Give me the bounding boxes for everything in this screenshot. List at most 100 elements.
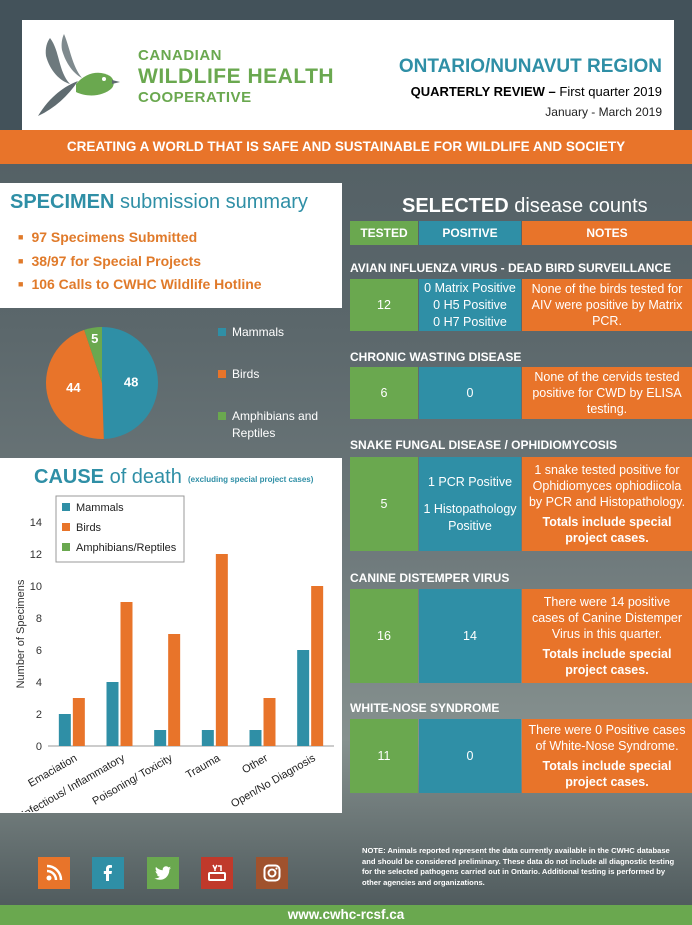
cause-of-death: CAUSE of death (excluding special projec… — [0, 458, 342, 813]
note-text: 1 snake tested positive for Ophidiomyces… — [528, 463, 686, 509]
tested-count: 12 — [350, 279, 418, 331]
x-tick-label: Open/No Diagnosis — [229, 752, 318, 810]
bar-birds — [215, 554, 228, 746]
instagram-icon[interactable] — [256, 857, 288, 889]
disease-note: There were 14 positive cases of Canine D… — [522, 589, 692, 683]
pie-legend-item: Amphibians and Reptiles — [218, 408, 348, 442]
list-item: 97 Specimens Submitted — [18, 227, 262, 251]
bar-birds — [263, 698, 276, 746]
youtube-icon[interactable] — [201, 857, 233, 889]
positive-line: 14 — [463, 628, 477, 643]
positive-line: 1 Histopathology Positive — [423, 501, 517, 533]
disease-name: CHRONIC WASTING DISEASE — [350, 350, 522, 364]
bar-mammals — [201, 730, 214, 746]
note-text: None of the birds tested for AIV were po… — [531, 282, 683, 328]
bar-birds — [120, 602, 133, 746]
legend-swatch — [218, 370, 226, 378]
x-tick-label: Other — [240, 752, 270, 776]
disease-name: WHITE-NOSE SYNDROME — [350, 701, 500, 715]
review-rest: First quarter 2019 — [555, 84, 662, 99]
tested-count: 6 — [350, 367, 418, 419]
positive-line: 0 — [466, 748, 474, 763]
bar-birds — [311, 586, 324, 746]
pie-slice-mammals — [102, 327, 159, 439]
y-tick-label: 12 — [30, 549, 42, 561]
cause-title-rest: of death — [104, 466, 182, 488]
blog-icon[interactable] — [38, 857, 70, 889]
bar-birds — [72, 698, 85, 746]
selected-title-bold: SELECTED — [402, 195, 509, 217]
header-positive: POSITIVE — [419, 221, 521, 245]
positive-line: 0 H5 Positive — [433, 297, 507, 312]
tested-count: 16 — [350, 589, 418, 683]
positive-line: 0 H7 Positive — [433, 314, 507, 329]
note-text: None of the cervids tested positive for … — [532, 370, 682, 416]
specimen-title-rest: submission summary — [114, 191, 308, 213]
legend-label: Birds — [232, 367, 260, 381]
specimen-title-bold: SPECIMEN — [10, 191, 115, 213]
disease-name: AVIAN INFLUENZA VIRUS - DEAD BIRD SURVEI… — [350, 261, 672, 275]
pie-slice-amphibians-and-reptiles — [84, 327, 102, 383]
y-tick-label: 8 — [36, 613, 42, 625]
positive-count: 0 — [419, 719, 521, 793]
x-tick-label: Poisoning/ Toxicity — [90, 752, 175, 808]
bar-mammals — [106, 682, 119, 746]
cause-title-bold: CAUSE — [34, 466, 105, 488]
twitter-icon[interactable] — [147, 857, 179, 889]
pie-chart: 48 44 5 — [45, 327, 159, 439]
note-text: There were 14 positive cases of Canine D… — [531, 595, 683, 641]
pie-slice-birds — [45, 329, 104, 439]
positive-count: 0 — [419, 367, 521, 419]
y-tick-label: 6 — [36, 645, 42, 657]
disease-name: CANINE DISTEMPER VIRUS — [350, 571, 510, 585]
y-tick-label: 4 — [36, 677, 42, 689]
list-item: 106 Calls to CWHC Wildlife Hotline — [18, 274, 261, 298]
specimen-summary: SPECIMEN submission summary 97 Specimens… — [0, 183, 342, 308]
note-bold-text: Totals include special project cases. — [542, 515, 672, 545]
disease-note: There were 0 Positive cases of White-Nos… — [522, 719, 692, 793]
note-text: There were 0 Positive cases of White-Nos… — [528, 723, 686, 753]
disease-note: None of the cervids tested positive for … — [522, 367, 692, 419]
y-axis-label: Number of Specimens — [15, 579, 27, 688]
note-bold-text: Totals include special project cases. — [542, 647, 672, 677]
tested-count: 5 — [350, 457, 418, 551]
legend-label: Birds — [76, 522, 102, 534]
positive-count: 1 PCR Positive 1 Histopathology Positive — [419, 457, 521, 551]
mission-banner: CREATING A WORLD THAT IS SAFE AND SUSTAI… — [0, 130, 692, 164]
selected-title: SELECTED disease counts — [402, 195, 648, 218]
x-tick-label: Trauma — [184, 752, 223, 782]
legend-swatch — [62, 503, 70, 511]
positive-line: 1 PCR Positive — [427, 474, 513, 489]
disease-name: SNAKE FUNGAL DISEASE / OPHIDIOMYCOSIS — [350, 438, 618, 452]
note-bold-text: Totals include special project cases. — [542, 759, 672, 789]
bar-mammals — [154, 730, 167, 746]
bar-mammals — [249, 730, 262, 746]
list-item: 38/97 for Special Projects — [18, 251, 262, 275]
pie-chart-area: 48 44 5 Mammals Birds Amphibians and Repti… — [0, 308, 342, 458]
logo-line-1: CANADIAN — [138, 47, 222, 64]
tested-count: 11 — [350, 719, 418, 793]
y-tick-label: 10 — [30, 581, 42, 593]
bar-mammals — [58, 714, 71, 746]
pie-data-label: 48 — [124, 375, 138, 390]
cause-title: CAUSE of death — [34, 466, 182, 489]
disease-note: 1 snake tested positive for Ophidiomyces… — [522, 457, 692, 551]
logo-line-3: COOPERATIVE — [138, 89, 252, 106]
legend-swatch — [218, 328, 226, 336]
selected-disease-counts: SELECTED disease counts TESTED POSITIVE … — [342, 183, 692, 883]
specimen-title: SPECIMEN submission summary — [10, 191, 308, 214]
positive-count: 14 — [419, 589, 521, 683]
y-tick-label: 0 — [36, 741, 42, 753]
y-tick-label: 2 — [36, 709, 42, 721]
pie-legend-item: Birds — [218, 366, 348, 383]
footnote: NOTE: Animals reported represent the dat… — [362, 846, 675, 887]
website-footer[interactable]: www.cwhc-rcsf.ca — [0, 905, 692, 925]
facebook-icon[interactable] — [92, 857, 124, 889]
legend-label: Mammals — [76, 502, 124, 514]
y-tick-label: 14 — [30, 517, 42, 529]
positive-line: 0 — [466, 385, 474, 400]
legend-label: Mammals — [232, 325, 285, 339]
positive-line: 0 Matrix Positive — [424, 280, 516, 295]
disease-note: None of the birds tested for AIV were po… — [522, 279, 692, 331]
